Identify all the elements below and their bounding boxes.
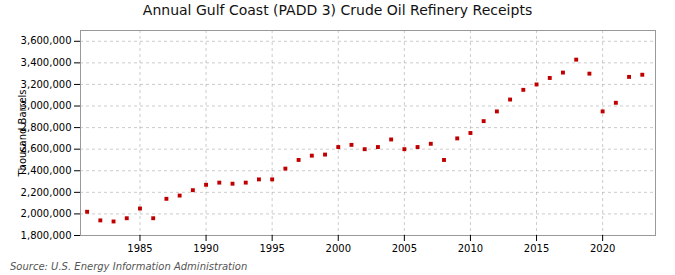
- svg-text:2010: 2010: [458, 243, 483, 254]
- svg-text:2015: 2015: [524, 243, 549, 254]
- svg-text:1985: 1985: [127, 243, 152, 254]
- svg-text:1990: 1990: [193, 243, 218, 254]
- svg-text:3,000,000: 3,000,000: [21, 100, 72, 111]
- svg-text:3,600,000: 3,600,000: [21, 35, 72, 46]
- svg-text:2005: 2005: [392, 243, 417, 254]
- svg-text:1,800,000: 1,800,000: [21, 230, 72, 241]
- svg-text:1995: 1995: [259, 243, 284, 254]
- svg-text:2,800,000: 2,800,000: [21, 122, 72, 133]
- svg-text:2,000,000: 2,000,000: [21, 208, 72, 219]
- svg-text:3,400,000: 3,400,000: [21, 57, 72, 68]
- svg-text:3,200,000: 3,200,000: [21, 79, 72, 90]
- svg-text:Thousand Barrels: Thousand Barrels: [17, 89, 28, 177]
- svg-text:2,400,000: 2,400,000: [21, 165, 72, 176]
- html-text:Source: U.S. Energy Informatio: Source: U.S. Energy Information Administ…: [10, 261, 248, 272]
- svg-text:2000: 2000: [326, 243, 351, 254]
- svg-text:2020: 2020: [590, 243, 615, 254]
- html-text:Annual Gulf Coast (PADD 3) Cru: Annual Gulf Coast (PADD 3) Crude Oil Ref…: [142, 2, 533, 18]
- svg-text:2,200,000: 2,200,000: [21, 187, 72, 198]
- svg-text:2,600,000: 2,600,000: [21, 143, 72, 154]
